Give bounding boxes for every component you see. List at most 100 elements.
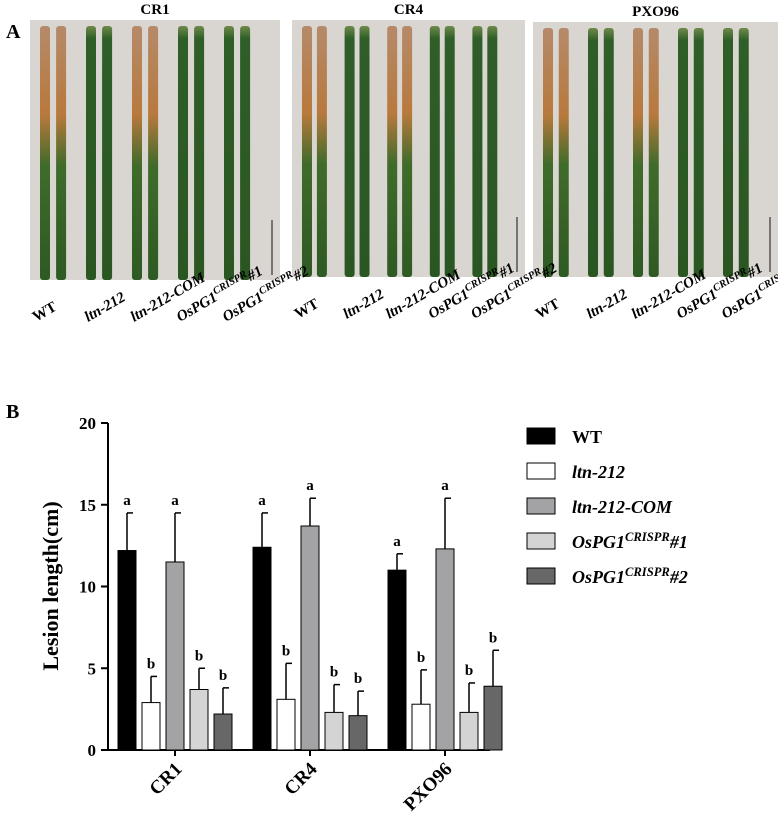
name-part: OsPG1	[572, 532, 625, 552]
bar	[300, 525, 320, 751]
legend-swatch	[526, 462, 556, 480]
photo-title: CR1	[140, 2, 169, 18]
significance-letter: a	[258, 493, 266, 509]
legend-label: ltn-212-COM	[572, 497, 673, 517]
photo-label: ltn-212	[341, 286, 388, 322]
bar	[276, 698, 296, 751]
leaf	[558, 28, 569, 277]
name-part: #1	[496, 260, 518, 282]
leaf	[472, 26, 483, 277]
name-part: #2	[669, 567, 688, 587]
leaf	[359, 26, 370, 277]
legend-label: OsPG1CRISPR#2	[572, 565, 688, 587]
name-part: ltn-212	[341, 286, 388, 322]
significance-letter: b	[330, 665, 338, 681]
leaf	[316, 26, 327, 277]
significance-letter: b	[489, 630, 497, 646]
leaf	[56, 26, 67, 280]
leaf	[240, 26, 251, 280]
leaf	[487, 26, 498, 277]
leaf	[178, 26, 188, 280]
leaf	[344, 26, 355, 277]
bar	[387, 569, 407, 751]
photo-label: WT	[30, 299, 60, 325]
legend-label: WT	[572, 427, 602, 447]
name-part: OsPG1	[220, 290, 266, 326]
significance-letter: b	[195, 648, 203, 664]
leaf	[678, 28, 688, 277]
name-part: OsPG1	[468, 287, 514, 323]
name-part: ltn-212	[572, 462, 625, 482]
leaf	[302, 26, 312, 277]
leaf	[444, 26, 455, 277]
leaf	[194, 26, 205, 280]
photo-label: WT	[292, 296, 322, 322]
name-part: #1	[244, 263, 266, 285]
name-part: WT	[292, 296, 322, 322]
leaf	[648, 28, 659, 277]
photo-title: CR4	[394, 2, 424, 18]
y-tick-label: 5	[88, 659, 97, 678]
leaf	[429, 26, 440, 277]
bar	[483, 685, 503, 751]
significance-letter: b	[282, 643, 290, 659]
name-part: ltn-212	[82, 289, 129, 325]
photo-title: PXO96	[632, 4, 679, 20]
leaf	[603, 28, 614, 277]
legend-swatch	[526, 427, 556, 445]
bar	[117, 550, 137, 751]
bar	[324, 711, 344, 751]
legend-swatch	[526, 532, 556, 550]
x-tick-label: CR4	[281, 758, 322, 799]
significance-letter: b	[219, 668, 227, 684]
name-part: #2	[538, 260, 560, 282]
leaf	[723, 28, 733, 277]
legend-label: OsPG1CRISPR#1	[572, 530, 688, 552]
name-part: OsPG1	[572, 567, 625, 587]
y-tick-label: 20	[79, 414, 96, 433]
significance-letter: a	[441, 478, 449, 494]
photo-label: WT	[533, 296, 563, 322]
name-part: WT	[30, 299, 60, 325]
leaf	[132, 26, 142, 280]
leaf	[738, 28, 749, 277]
name-part: ltn-212-COM	[572, 497, 673, 517]
y-tick-label: 10	[79, 578, 96, 597]
panel-label: B	[6, 401, 19, 423]
leaf	[588, 28, 598, 277]
x-tick-label: CR1	[146, 759, 187, 800]
significance-letter: a	[171, 493, 179, 509]
x-tick-label: PXO96	[400, 759, 457, 816]
significance-letter: b	[465, 663, 473, 679]
leaf	[40, 26, 50, 280]
leaf	[693, 28, 704, 277]
y-axis-label: Lesion length(cm)	[38, 501, 63, 670]
name-part: CRISPR	[625, 530, 670, 544]
leaf	[402, 26, 413, 277]
bar	[411, 703, 431, 751]
bar	[459, 711, 479, 751]
leaf	[148, 26, 159, 280]
name-part: #2	[290, 263, 312, 285]
photo-label: ltn-212	[584, 286, 631, 322]
legend-swatch	[526, 567, 556, 585]
leaf	[633, 28, 643, 277]
significance-letter: b	[147, 656, 155, 672]
significance-letter: b	[417, 650, 425, 666]
bar	[435, 548, 455, 751]
leaf	[224, 26, 234, 280]
leaf	[543, 28, 553, 277]
significance-letter: a	[306, 478, 314, 494]
legend-label: ltn-212	[572, 462, 625, 482]
significance-letter: a	[393, 534, 401, 550]
significance-letter: a	[123, 493, 131, 509]
y-tick-label: 0	[88, 741, 97, 760]
y-tick-label: 15	[79, 496, 96, 515]
leaf	[102, 26, 113, 280]
name-part: #1	[744, 260, 766, 282]
significance-letter: b	[354, 671, 362, 687]
bar	[189, 689, 209, 751]
name-part: WT	[533, 296, 563, 322]
name-part: ltn-212	[584, 286, 631, 322]
